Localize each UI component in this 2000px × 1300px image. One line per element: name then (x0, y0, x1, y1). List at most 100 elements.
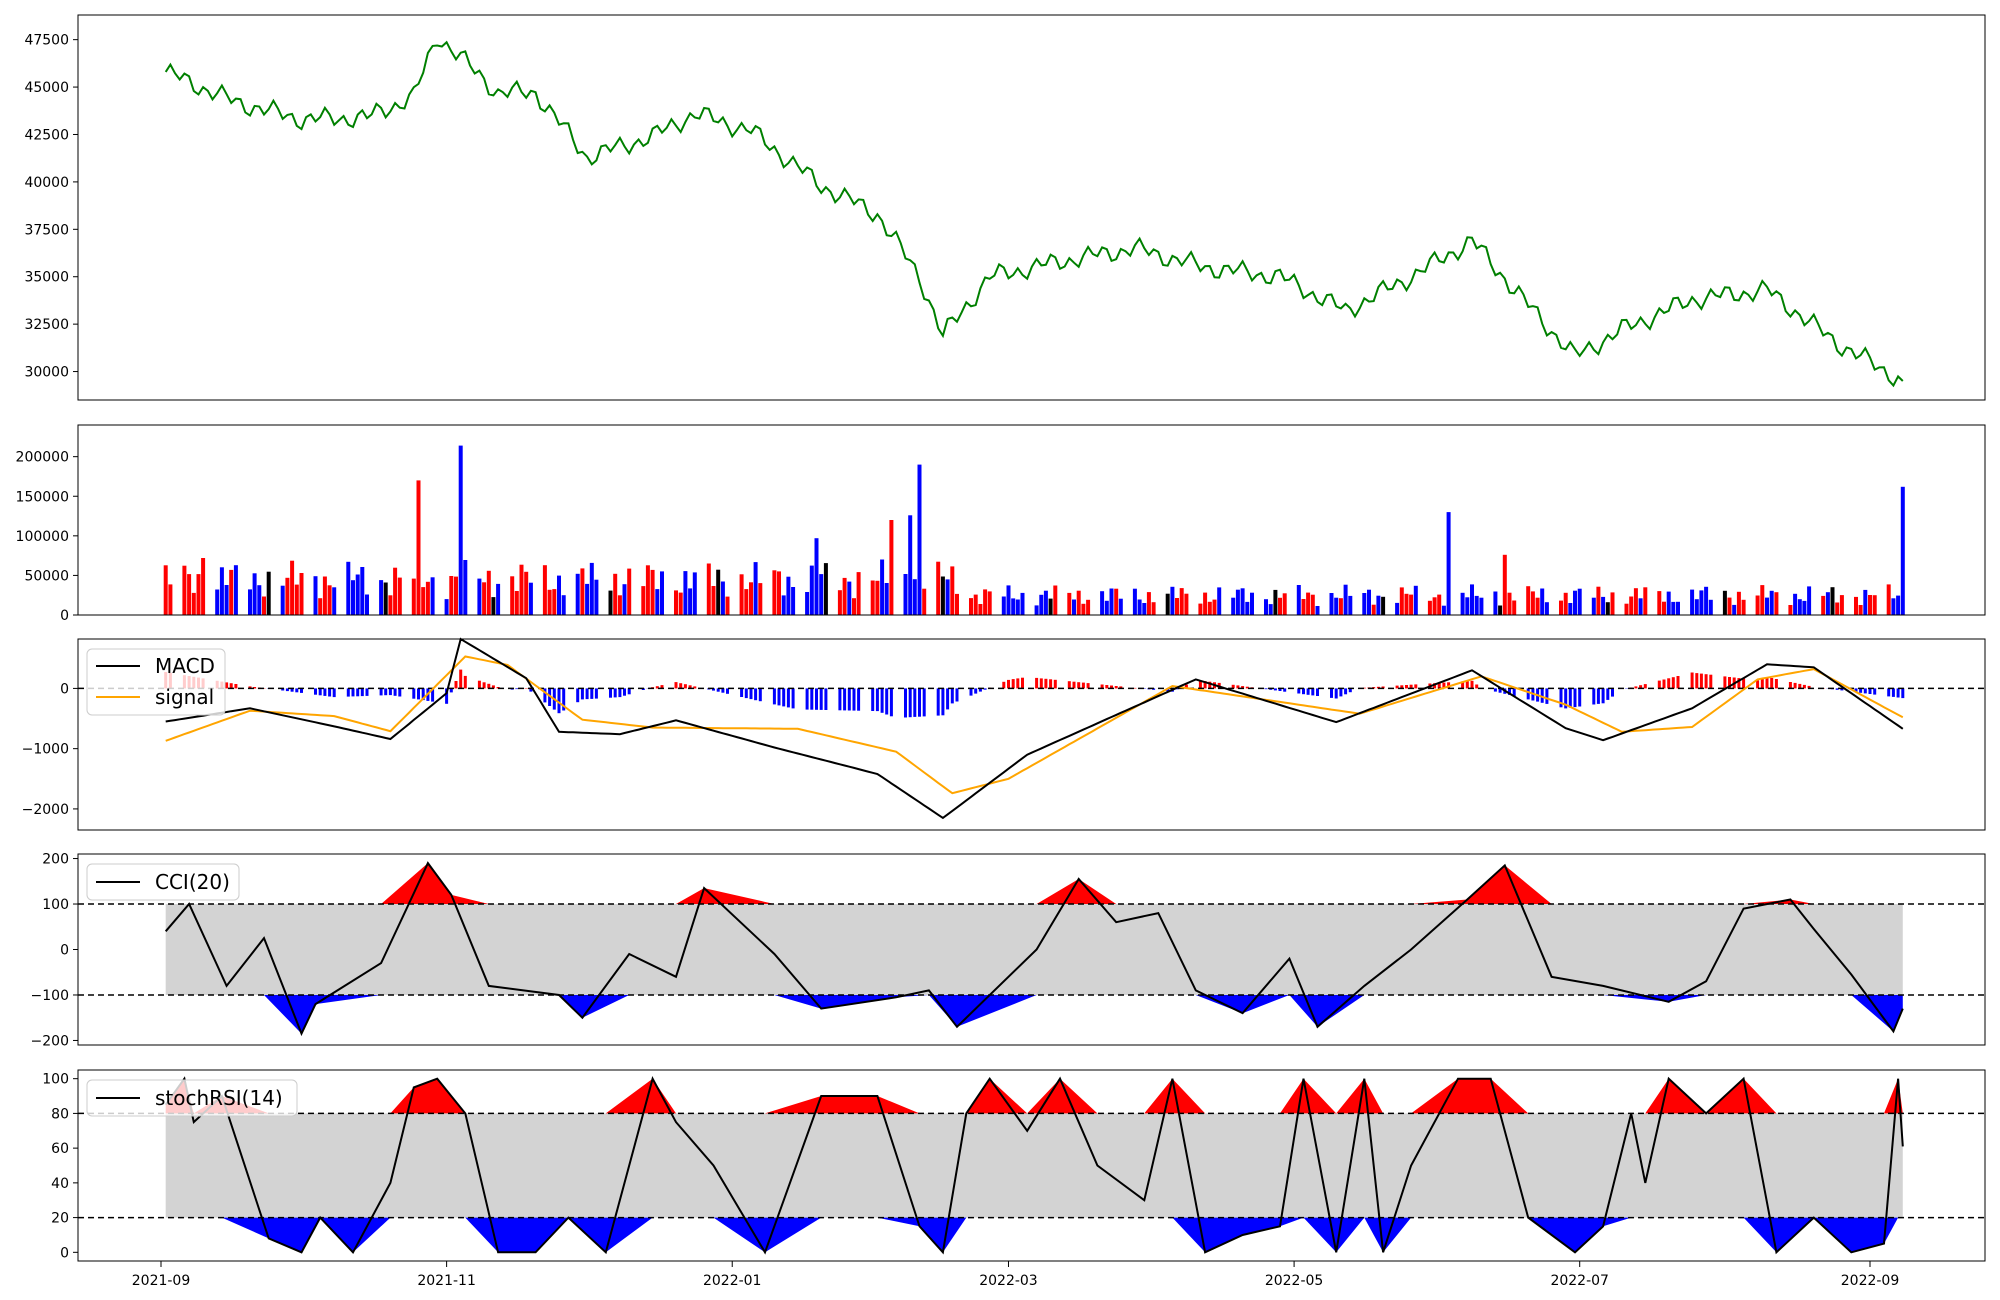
volume-bar (1306, 592, 1311, 615)
macd-histogram-bar (1788, 682, 1792, 689)
volume-bar (805, 592, 810, 615)
macd-histogram-bar (955, 688, 959, 702)
volume-bar (1282, 593, 1287, 615)
volume-bar (1643, 587, 1648, 615)
volume-bar (758, 583, 763, 615)
volume-bar (1151, 602, 1156, 615)
volume-bar (983, 589, 988, 615)
y-tick-label: 0 (60, 608, 69, 624)
macd-histogram-bar (758, 688, 762, 702)
macd-histogram-bar (543, 688, 547, 703)
macd-histogram-bar (431, 688, 435, 702)
macd-histogram-bar (1859, 688, 1863, 693)
y-tick-label: 50000 (24, 568, 69, 584)
x-tick-label: 2022-01 (703, 1273, 762, 1289)
volume-bar (1577, 588, 1582, 615)
cci-panel: −200 −100 0 100 200 (31, 852, 1986, 1049)
volume-bar (252, 573, 257, 615)
volume-bar (1774, 592, 1779, 615)
volume-bar (1371, 604, 1376, 615)
macd-histogram-bar (1854, 688, 1858, 693)
macd-histogram-bar (1072, 681, 1076, 689)
volume-bar (1043, 590, 1048, 615)
volume-bar (1184, 593, 1189, 615)
volume-bar (1273, 589, 1278, 615)
macd-histogram-bar (674, 682, 678, 689)
y-tick-label: 60 (51, 1141, 69, 1157)
volume-bar (1830, 587, 1835, 615)
macd-histogram-bar (529, 688, 533, 692)
volume-bar (1535, 597, 1540, 615)
macd-histogram-bar (487, 683, 491, 689)
volume-bar (454, 576, 458, 615)
macd-histogram-bar (908, 688, 912, 718)
volume-bar (973, 594, 978, 615)
macd-histogram-bar (1245, 686, 1249, 689)
macd-histogram-bar (810, 688, 814, 710)
volume-bar (1872, 595, 1877, 615)
macd-histogram-bar (852, 688, 856, 711)
volume-bar (1704, 586, 1709, 615)
macd-histogram-bar (594, 688, 598, 699)
macd-histogram-bar (1540, 688, 1544, 703)
y-tick-label: 42500 (24, 127, 69, 143)
signal-line (165, 655, 1904, 795)
macd-histogram-bar (1891, 688, 1895, 697)
volume-bar (940, 576, 945, 615)
volume-bar (1460, 592, 1465, 615)
volume-bar (622, 584, 627, 615)
macd-histogram-bar (1901, 688, 1905, 699)
macd-histogram-bar (885, 688, 889, 715)
volume-bar (870, 580, 875, 615)
volume-bar (201, 558, 206, 615)
macd-histogram-bar (1278, 688, 1282, 691)
macd-histogram-bar (1119, 686, 1123, 689)
volume-bar (1343, 584, 1348, 615)
macd-histogram-bar (1578, 688, 1582, 707)
macd-histogram-bar (1835, 688, 1839, 690)
volume-bar (969, 598, 973, 615)
volume-bar (257, 585, 262, 615)
macd-histogram-bar (950, 688, 954, 704)
macd-histogram-bar (1475, 684, 1479, 689)
y-tick-label: −1000 (22, 742, 69, 758)
volume-bar (1732, 604, 1737, 615)
macd-histogram-bar (1508, 688, 1511, 695)
macd-histogram-bar (1316, 688, 1319, 696)
volume-bar (416, 480, 421, 615)
macd-histogram-bar (1376, 686, 1380, 689)
macd-histogram-bar (234, 684, 238, 689)
volume-bar (1404, 593, 1409, 615)
x-tick-label: 2022-05 (1265, 1273, 1324, 1289)
volume-bar (978, 604, 983, 615)
price-line (164, 40, 1904, 388)
volume-bar (955, 593, 959, 615)
macd-histogram-bar (1662, 679, 1666, 689)
volume-bar (1446, 512, 1451, 615)
volume-bar (1001, 596, 1006, 615)
x-tick-label: 2022-03 (979, 1273, 1038, 1289)
volume-bar (1301, 599, 1306, 615)
volume-bar (388, 595, 393, 615)
volume-bar (219, 567, 224, 615)
macd-line (165, 637, 1904, 820)
volume-bar (1100, 591, 1105, 615)
macd-histogram-bar (365, 688, 369, 696)
macd-histogram-bar (824, 688, 828, 710)
macd-histogram-bar (1395, 685, 1399, 689)
macd-histogram-bar (1657, 680, 1661, 689)
volume-bar (1217, 587, 1222, 615)
macd-histogram-bar (1110, 685, 1113, 689)
stochrsi-overbought-fill (165, 1078, 1903, 1114)
volume-bar (641, 586, 646, 615)
x-axis: 2021-09 2021-11 2022-01 2022-03 2022-05 2022-… (132, 1261, 1899, 1289)
macd-histogram-bar (1545, 688, 1549, 704)
volume-bar (1769, 590, 1774, 615)
volume-bar (781, 595, 786, 615)
volume-bar (1413, 585, 1418, 615)
volume-bar (397, 577, 402, 615)
macd-histogram-bar (388, 688, 392, 696)
macd-histogram-bar (777, 688, 781, 706)
macd-histogram-bar (548, 688, 552, 706)
macd-histogram-bar (880, 688, 884, 713)
